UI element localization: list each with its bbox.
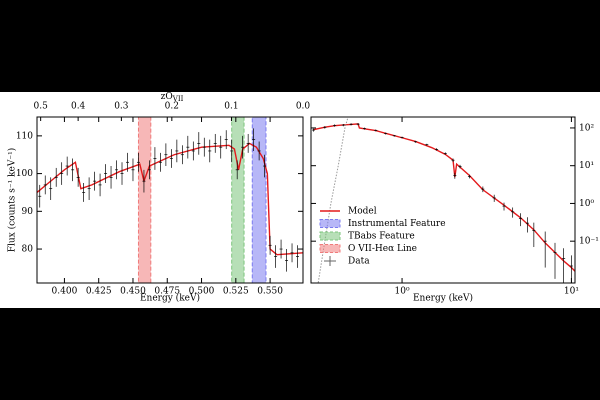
legend-label: Instrumental Feature — [348, 219, 446, 229]
axes-frame — [36, 116, 304, 284]
y-tick-label: 110 — [16, 131, 33, 141]
legend-label: Model — [348, 207, 377, 217]
panel-left-plot — [37, 117, 303, 283]
x-axis-label: Energy (keV) — [413, 293, 473, 304]
legend-label: O VII-Heα Line — [348, 244, 417, 254]
legend-swatch — [319, 244, 341, 253]
top-tick-label: 0.2 — [165, 102, 179, 112]
axes: 0.400 0.425 0.450 0.475 0.500 0.525 0.550 80 90 1… — [16, 102, 599, 297]
y-tick-label: 10⁰ — [579, 199, 594, 209]
y-tick-label: 100 — [16, 169, 33, 179]
top-tick-label: 0.1 — [224, 102, 238, 112]
axes-frame — [310, 116, 576, 284]
x-tick-label: 10⁰ — [395, 287, 410, 297]
y-axis-label: Flux (counts s⁻¹ keV⁻¹) — [7, 148, 18, 253]
top-tick-label: 0.0 — [296, 102, 311, 112]
top-tick-label: 0.3 — [114, 102, 129, 112]
y-tick-label: 80 — [22, 245, 34, 255]
shaded-band — [231, 117, 245, 283]
x-tick-label: 0.475 — [154, 287, 180, 297]
top-tick-label: 0.5 — [33, 102, 48, 112]
legend-label: TBabs Feature — [348, 232, 415, 242]
shaded-band — [137, 117, 152, 283]
x-tick-label: 10¹ — [564, 287, 579, 297]
x-tick-label: 0.450 — [120, 287, 146, 297]
legend-label: Data — [348, 257, 370, 267]
component-line — [317, 117, 349, 283]
y-tick-label: 10² — [579, 123, 594, 133]
legend: Model Instrumental Feature TBabs Feature O … — [319, 207, 446, 267]
x-axis-label: Energy (keV) — [140, 293, 200, 304]
top-axis-label: zOVII — [161, 92, 184, 104]
x-tick-label: 0.525 — [223, 287, 249, 297]
x-tick-label: 0.550 — [257, 287, 283, 297]
y-tick-label: 90 — [22, 207, 34, 217]
legend-swatch — [319, 231, 341, 241]
top-tick-label: 0.4 — [71, 102, 86, 112]
y-tick-label: 10⁻¹ — [579, 237, 599, 247]
y-tick-label: 10¹ — [579, 161, 594, 171]
panel-right-plot — [311, 117, 575, 283]
x-tick-label: 0.400 — [52, 287, 78, 297]
figure-background — [0, 92, 600, 308]
x-tick-label: 0.425 — [86, 287, 112, 297]
x-tick-label: 0.500 — [189, 287, 215, 297]
top-axis-label-main: zO — [161, 92, 173, 102]
legend-swatch — [319, 219, 341, 228]
top-axis-label-sub: VII — [172, 95, 184, 103]
